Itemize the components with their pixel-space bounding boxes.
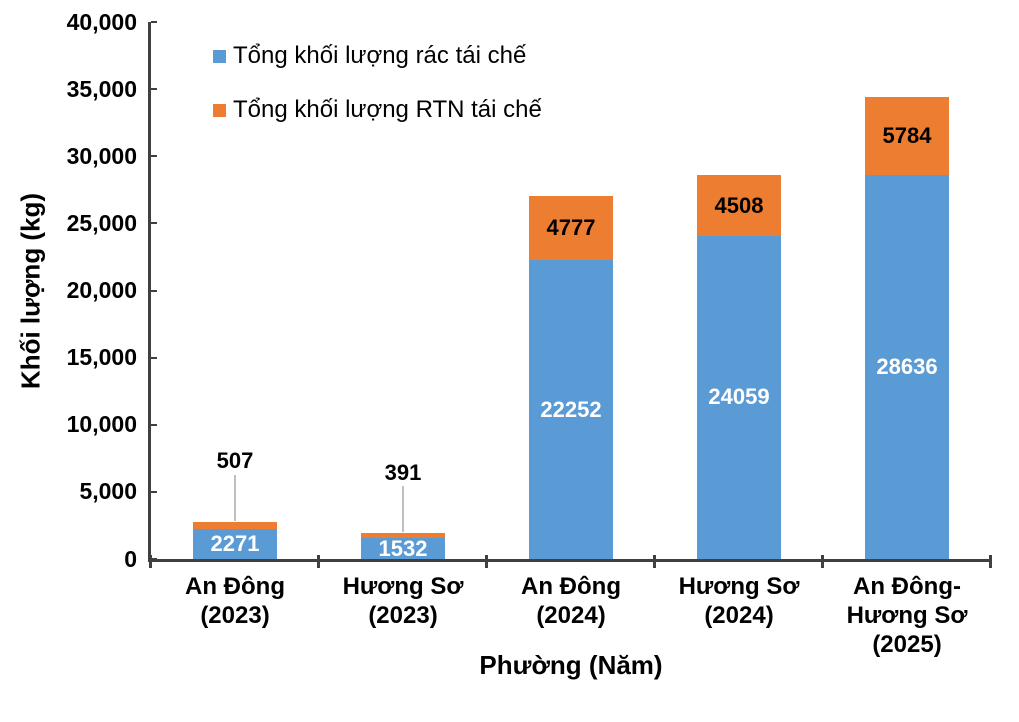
- bar-value-label: 5784: [882, 122, 932, 148]
- x-tick: [317, 555, 320, 568]
- y-tick-label: 0: [124, 545, 137, 572]
- legend-item: Tổng khối lượng rác tái chế: [213, 42, 542, 70]
- y-tick: [151, 490, 157, 493]
- legend-swatch-icon: [213, 49, 226, 63]
- x-tick: [149, 555, 152, 568]
- x-tick: [653, 555, 656, 568]
- x-axis-line: [148, 559, 992, 562]
- bar-segment-recycled-waste: [865, 174, 949, 559]
- bar-value-label: 24059: [708, 384, 770, 410]
- y-tick-label: 5,000: [79, 478, 137, 505]
- y-tick: [151, 88, 157, 91]
- bar-segment-recycled-waste: [361, 538, 445, 559]
- bar-segment-recycled-waste: [193, 528, 277, 559]
- y-tick-label: 25,000: [66, 209, 137, 236]
- bar-segment-rtn: [697, 175, 781, 236]
- callout-leader-line: [234, 474, 236, 521]
- y-tick: [151, 21, 157, 23]
- y-tick: [151, 558, 157, 560]
- y-tick-label: 35,000: [66, 75, 137, 102]
- bar-segment-rtn: [361, 533, 445, 539]
- y-tick-label: 10,000: [66, 411, 137, 438]
- x-category-label: An Đông (2023): [185, 573, 285, 629]
- x-category-label: An Đông- Hương Sơ (2025): [846, 573, 968, 658]
- bar-segment-rtn: [529, 196, 613, 261]
- callout-leader-line: [402, 486, 404, 533]
- x-axis-title: Phường (Năm): [479, 650, 663, 680]
- x-tick: [989, 555, 992, 568]
- y-tick: [151, 155, 157, 158]
- legend: Tổng khối lượng rác tái chế Tổng khối lượ…: [213, 42, 542, 150]
- y-tick: [151, 289, 157, 292]
- bar-value-label: 4777: [546, 215, 596, 241]
- x-tick: [485, 555, 488, 568]
- y-tick-label: 20,000: [66, 277, 137, 303]
- bar-segment-rtn: [865, 96, 949, 175]
- legend-item: Tổng khối lượng RTN tái chế: [213, 96, 542, 124]
- legend-label: Tổng khối lượng RTN tái chế: [233, 96, 542, 123]
- y-tick: [151, 423, 157, 426]
- y-tick-label: 40,000: [66, 8, 137, 35]
- x-category-label: Hương Sơ (2023): [342, 573, 464, 629]
- bar-segment-recycled-waste: [529, 260, 613, 559]
- x-category-label: An Đông (2024): [521, 573, 621, 629]
- bar-segment-rtn: [193, 521, 277, 529]
- legend-label: Tổng khối lượng rác tái chế: [233, 42, 527, 69]
- bar-value-label: 1532: [378, 535, 428, 561]
- bar-value-label: 28636: [876, 353, 938, 379]
- y-axis-line: [148, 22, 151, 562]
- callout-value-label: 507: [216, 448, 254, 474]
- bar-value-label: 4508: [714, 192, 764, 218]
- y-tick: [151, 222, 157, 225]
- legend-swatch-icon: [213, 103, 226, 117]
- y-tick-label: 30,000: [66, 142, 137, 169]
- bar-value-label: 22252: [540, 396, 602, 422]
- y-tick: [151, 356, 157, 359]
- callout-value-label: 391: [384, 459, 422, 485]
- bar-value-label: 2271: [210, 530, 260, 556]
- y-tick-label: 15,000: [66, 344, 137, 371]
- x-category-label: Hương Sơ (2024): [678, 573, 800, 629]
- x-tick: [821, 555, 824, 568]
- bar-segment-recycled-waste: [697, 236, 781, 559]
